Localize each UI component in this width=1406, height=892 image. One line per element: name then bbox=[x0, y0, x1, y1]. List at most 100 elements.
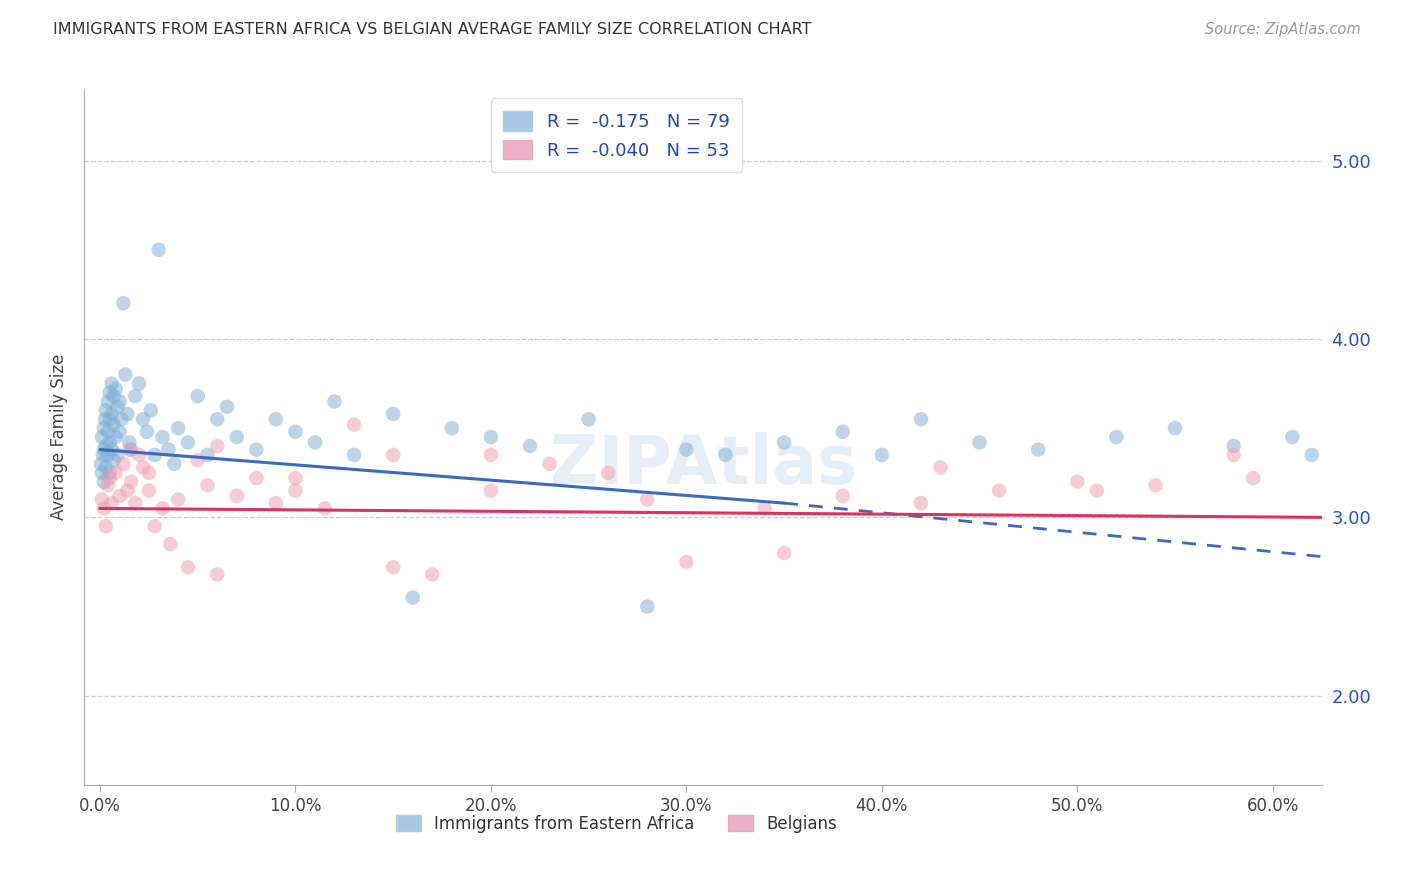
Point bbox=[675, 442, 697, 457]
Point bbox=[104, 382, 127, 396]
Point bbox=[94, 412, 117, 426]
Point bbox=[245, 442, 267, 457]
Point bbox=[773, 546, 796, 560]
Point bbox=[118, 442, 141, 457]
Point bbox=[929, 460, 952, 475]
Point bbox=[94, 519, 117, 533]
Point bbox=[120, 442, 142, 457]
Point bbox=[402, 591, 425, 605]
Point bbox=[91, 492, 114, 507]
Point bbox=[100, 496, 122, 510]
Point bbox=[225, 430, 247, 444]
Point bbox=[187, 453, 209, 467]
Point bbox=[132, 412, 155, 426]
Point bbox=[304, 435, 326, 450]
Point bbox=[97, 478, 120, 492]
Point bbox=[479, 483, 502, 498]
Point bbox=[714, 448, 737, 462]
Point bbox=[157, 442, 180, 457]
Point bbox=[1066, 475, 1088, 489]
Point bbox=[1026, 442, 1049, 457]
Point bbox=[969, 435, 991, 450]
Point bbox=[90, 457, 112, 471]
Point bbox=[1301, 448, 1323, 462]
Point bbox=[264, 412, 287, 426]
Point bbox=[91, 448, 114, 462]
Point bbox=[440, 421, 463, 435]
Point bbox=[910, 412, 932, 426]
Point bbox=[578, 412, 600, 426]
Point bbox=[98, 471, 121, 485]
Point bbox=[215, 400, 238, 414]
Point bbox=[152, 501, 174, 516]
Point bbox=[108, 394, 131, 409]
Point bbox=[197, 448, 219, 462]
Point bbox=[264, 496, 287, 510]
Point bbox=[110, 412, 132, 426]
Point bbox=[284, 483, 307, 498]
Point bbox=[207, 412, 229, 426]
Point bbox=[773, 435, 796, 450]
Point bbox=[207, 567, 229, 582]
Point bbox=[98, 435, 121, 450]
Point bbox=[139, 403, 162, 417]
Point bbox=[245, 471, 267, 485]
Point bbox=[112, 296, 135, 310]
Point bbox=[104, 430, 127, 444]
Text: ZIPAtlas: ZIPAtlas bbox=[550, 432, 856, 498]
Point bbox=[128, 448, 150, 462]
Point bbox=[143, 448, 166, 462]
Point bbox=[103, 389, 125, 403]
Point bbox=[97, 448, 120, 462]
Point bbox=[167, 492, 190, 507]
Point bbox=[284, 425, 307, 439]
Point bbox=[118, 435, 141, 450]
Point bbox=[1241, 471, 1264, 485]
Point bbox=[479, 448, 502, 462]
Point bbox=[323, 394, 346, 409]
Point bbox=[1164, 421, 1187, 435]
Point bbox=[538, 457, 561, 471]
Point bbox=[103, 417, 125, 432]
Point bbox=[754, 501, 776, 516]
Point bbox=[98, 412, 121, 426]
Point bbox=[636, 599, 658, 614]
Point bbox=[479, 430, 502, 444]
Point bbox=[420, 567, 443, 582]
Point bbox=[117, 407, 139, 421]
Point bbox=[177, 560, 200, 574]
Point bbox=[94, 460, 117, 475]
Point bbox=[675, 555, 697, 569]
Point bbox=[152, 430, 174, 444]
Point bbox=[159, 537, 181, 551]
Point bbox=[1144, 478, 1167, 492]
Point bbox=[91, 430, 114, 444]
Point bbox=[382, 560, 405, 574]
Point bbox=[100, 376, 122, 391]
Point bbox=[148, 243, 170, 257]
Point bbox=[1105, 430, 1128, 444]
Point bbox=[988, 483, 1011, 498]
Text: Source: ZipAtlas.com: Source: ZipAtlas.com bbox=[1205, 22, 1361, 37]
Point bbox=[177, 435, 200, 450]
Point bbox=[93, 501, 115, 516]
Point bbox=[112, 457, 135, 471]
Point bbox=[197, 478, 219, 492]
Point bbox=[135, 425, 157, 439]
Point bbox=[831, 489, 853, 503]
Point bbox=[343, 417, 366, 432]
Point bbox=[100, 407, 122, 421]
Point bbox=[104, 466, 127, 480]
Point bbox=[138, 483, 160, 498]
Point bbox=[207, 439, 229, 453]
Point bbox=[128, 376, 150, 391]
Point bbox=[94, 403, 117, 417]
Point bbox=[225, 489, 247, 503]
Point bbox=[1085, 483, 1108, 498]
Point bbox=[163, 457, 186, 471]
Point bbox=[519, 439, 541, 453]
Point bbox=[103, 453, 125, 467]
Point bbox=[117, 483, 139, 498]
Legend: Immigrants from Eastern Africa, Belgians: Immigrants from Eastern Africa, Belgians bbox=[389, 808, 844, 839]
Point bbox=[382, 448, 405, 462]
